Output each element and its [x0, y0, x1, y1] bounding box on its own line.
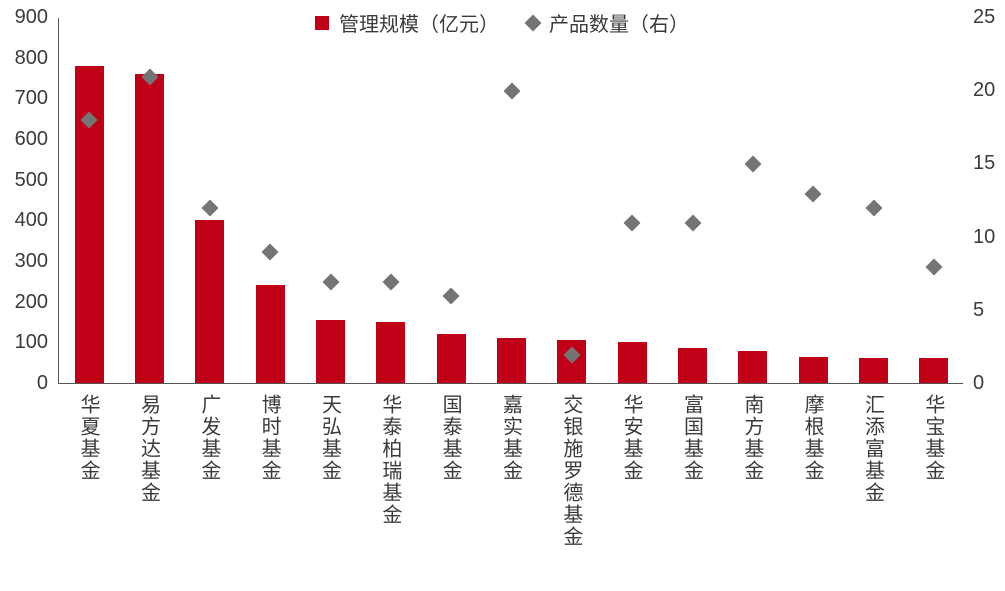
- scatter-marker: [925, 258, 942, 275]
- y1-tick: 700: [0, 87, 48, 110]
- y1-tick: 300: [0, 250, 48, 273]
- x-tick: 华泰柏瑞基金: [380, 394, 400, 526]
- x-tick: 汇添富基金: [863, 394, 883, 504]
- bar: [678, 348, 707, 383]
- legend-label-scatter: 产品数量（右）: [549, 8, 689, 37]
- bar: [497, 338, 526, 383]
- x-tick: 富国基金: [682, 394, 702, 482]
- bar: [256, 285, 285, 383]
- x-tick: 嘉实基金: [501, 394, 521, 482]
- y2-tick: 0: [973, 372, 984, 395]
- bar: [135, 74, 164, 383]
- bar: [376, 322, 405, 383]
- scatter-marker: [262, 244, 279, 261]
- x-tick: 华宝基金: [923, 394, 943, 482]
- y1-tick: 800: [0, 47, 48, 70]
- bar: [919, 358, 948, 383]
- bar: [738, 351, 767, 383]
- scatter-marker: [684, 214, 701, 231]
- bar: [618, 342, 647, 383]
- legend-label-bar: 管理规模（亿元）: [339, 8, 499, 37]
- bar: [437, 334, 466, 383]
- x-tick: 华安基金: [621, 394, 641, 482]
- x-tick: 摩根基金: [802, 394, 822, 482]
- bar: [859, 358, 888, 383]
- plot-area: [58, 18, 963, 384]
- legend-swatch-scatter: [525, 14, 542, 31]
- x-tick: 南方基金: [742, 394, 762, 482]
- bar: [195, 220, 224, 383]
- scatter-marker: [503, 83, 520, 100]
- scatter-marker: [443, 288, 460, 305]
- scatter-marker: [382, 273, 399, 290]
- bar: [316, 320, 345, 383]
- bar: [799, 357, 828, 383]
- legend-item-bar: 管理规模（亿元）: [315, 8, 499, 37]
- y2-tick: 15: [973, 152, 995, 175]
- y2-tick: 20: [973, 79, 995, 102]
- x-tick: 交银施罗德基金: [561, 394, 581, 548]
- y1-tick: 600: [0, 128, 48, 151]
- x-tick: 广发基金: [199, 394, 219, 482]
- y2-tick: 10: [973, 226, 995, 249]
- legend-item-scatter: 产品数量（右）: [527, 8, 689, 37]
- y1-tick: 400: [0, 209, 48, 232]
- x-tick: 博时基金: [259, 394, 279, 482]
- x-tick: 国泰基金: [440, 394, 460, 482]
- scatter-marker: [201, 200, 218, 217]
- scatter-marker: [805, 185, 822, 202]
- scatter-marker: [744, 156, 761, 173]
- scatter-marker: [624, 214, 641, 231]
- y2-tick: 25: [973, 6, 995, 29]
- scatter-marker: [865, 200, 882, 217]
- y2-tick: 5: [973, 299, 984, 322]
- x-tick: 天弘基金: [320, 394, 340, 482]
- y1-tick: 900: [0, 6, 48, 29]
- y1-tick: 200: [0, 291, 48, 314]
- x-tick: 易方达基金: [139, 394, 159, 504]
- x-tick: 华夏基金: [78, 394, 98, 482]
- scatter-marker: [322, 273, 339, 290]
- y1-tick: 0: [0, 372, 48, 395]
- legend-swatch-bar: [315, 16, 329, 30]
- y1-tick: 100: [0, 331, 48, 354]
- fund-aum-chart: 管理规模（亿元） 产品数量（右） 01002003004005006007008…: [0, 0, 1005, 591]
- y1-tick: 500: [0, 169, 48, 192]
